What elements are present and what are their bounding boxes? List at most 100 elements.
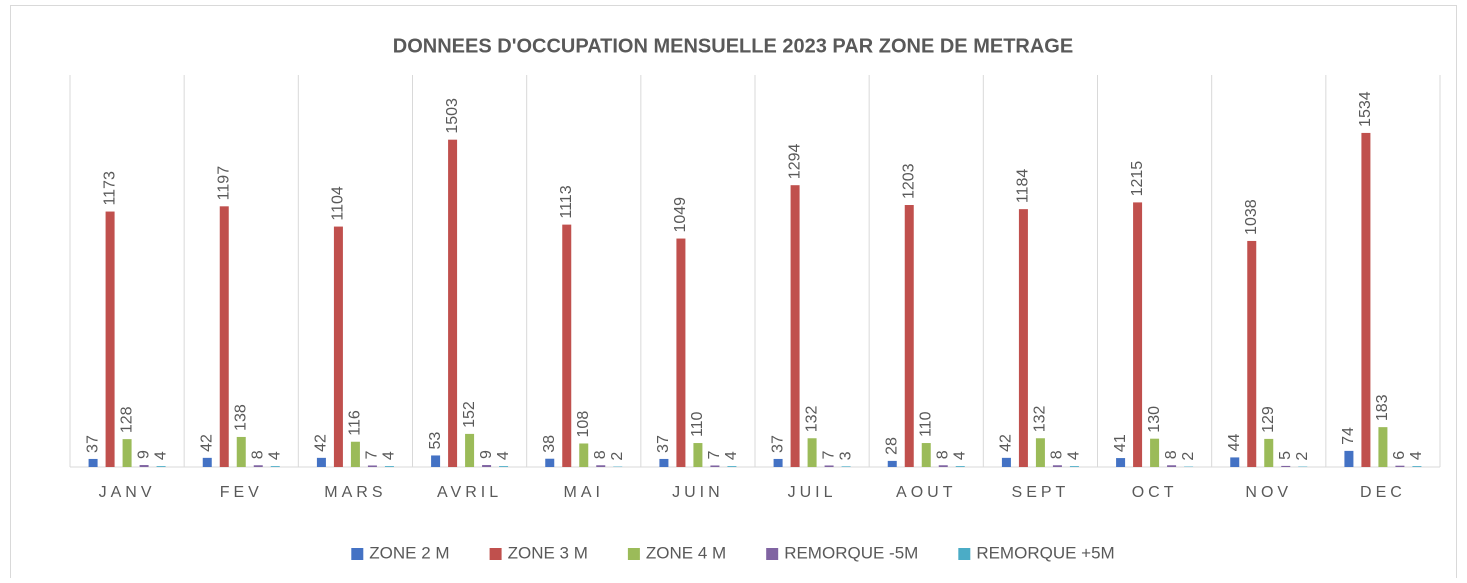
data-label: 42 xyxy=(998,434,1015,452)
legend-swatch xyxy=(958,548,970,560)
bar xyxy=(1281,466,1290,467)
data-label: 8 xyxy=(592,450,609,459)
data-label: 132 xyxy=(803,405,820,432)
data-label: 1294 xyxy=(786,144,803,180)
bar xyxy=(1070,466,1079,467)
bar xyxy=(791,185,800,467)
bar xyxy=(465,434,474,467)
data-label: 132 xyxy=(1032,405,1049,432)
x-tick-label: AVRIL xyxy=(437,484,502,501)
data-label: 129 xyxy=(1260,406,1277,433)
bar xyxy=(596,465,605,467)
data-label: 116 xyxy=(347,410,364,436)
legend-swatch xyxy=(490,548,502,560)
legend-label: ZONE 3 M xyxy=(508,543,588,562)
data-label: 1173 xyxy=(101,171,118,206)
bar xyxy=(842,466,851,467)
legend-label: REMORQUE +5M xyxy=(976,543,1114,562)
bar xyxy=(1378,427,1387,467)
data-label: 28 xyxy=(883,437,900,455)
data-label: 130 xyxy=(1146,406,1163,433)
bar xyxy=(922,443,931,467)
data-label: 110 xyxy=(689,411,706,437)
data-label: 1049 xyxy=(672,197,689,233)
bar xyxy=(1264,439,1273,467)
data-label: 108 xyxy=(575,411,592,438)
bar xyxy=(1247,241,1256,467)
bar xyxy=(482,465,491,467)
bar xyxy=(1361,133,1370,467)
data-label: 7 xyxy=(364,450,381,459)
x-tick-label: JANV xyxy=(99,484,156,501)
data-label: 37 xyxy=(769,435,786,453)
data-label: 42 xyxy=(313,434,330,452)
bar xyxy=(203,458,212,467)
x-tick-label: AOUT xyxy=(896,484,956,501)
bar xyxy=(1053,465,1062,467)
legend-label: ZONE 4 M xyxy=(646,543,726,562)
bar xyxy=(1344,451,1353,467)
data-label: 8 xyxy=(934,450,951,459)
data-label: 41 xyxy=(1112,434,1129,452)
data-label: 9 xyxy=(135,450,152,459)
data-label: 3 xyxy=(837,451,854,460)
data-label: 1104 xyxy=(330,186,347,221)
data-label: 4 xyxy=(1066,451,1083,460)
bar xyxy=(1150,439,1159,467)
bar xyxy=(562,225,571,467)
bar xyxy=(579,443,588,467)
bar xyxy=(334,227,343,467)
data-label: 1197 xyxy=(215,166,232,201)
bar xyxy=(271,466,280,467)
bar xyxy=(774,459,783,467)
legend-label: ZONE 2 M xyxy=(369,543,449,562)
bar xyxy=(1167,465,1176,467)
bar xyxy=(1019,209,1028,467)
bar xyxy=(385,466,394,467)
data-label: 183 xyxy=(1374,394,1391,421)
data-label: 4 xyxy=(723,451,740,460)
legend-label: REMORQUE -5M xyxy=(784,543,918,562)
data-label: 128 xyxy=(118,406,135,433)
bar xyxy=(1412,466,1421,467)
data-label: 4 xyxy=(152,451,169,460)
bar xyxy=(545,459,554,467)
bar xyxy=(1133,202,1142,467)
x-tick-label: OCT xyxy=(1132,484,1178,501)
data-label: 4 xyxy=(381,451,398,460)
bar xyxy=(431,455,440,467)
bar xyxy=(368,465,377,467)
data-label: 5 xyxy=(1277,451,1294,460)
bar xyxy=(1395,466,1404,467)
data-label: 110 xyxy=(917,411,934,437)
bar xyxy=(676,239,685,467)
bar xyxy=(254,465,263,467)
x-tick-label: FEV xyxy=(220,484,263,501)
data-label: 38 xyxy=(541,435,558,453)
data-label: 8 xyxy=(1163,450,1180,459)
x-tick-label: NOV xyxy=(1245,484,1292,501)
bar xyxy=(727,466,736,467)
bar xyxy=(1036,438,1045,467)
legend-swatch xyxy=(628,548,640,560)
x-tick-label: SEPT xyxy=(1012,484,1070,501)
data-label: 4 xyxy=(266,451,283,460)
x-tick-label: JUIL xyxy=(788,484,837,501)
data-label: 1113 xyxy=(558,185,575,218)
legend-swatch xyxy=(351,548,363,560)
x-tick-label: JUIN xyxy=(672,484,724,501)
bar xyxy=(808,438,817,467)
bar xyxy=(956,466,965,467)
bar xyxy=(351,442,360,467)
x-tick-label: MAI xyxy=(564,484,604,501)
bar xyxy=(1116,458,1125,467)
bar xyxy=(825,465,834,467)
data-label: 1503 xyxy=(444,98,461,134)
data-label: 1215 xyxy=(1129,161,1146,197)
bar xyxy=(220,206,229,467)
bar xyxy=(157,466,166,467)
bar xyxy=(1002,458,1011,467)
bar xyxy=(888,461,897,467)
bar xyxy=(939,465,948,467)
